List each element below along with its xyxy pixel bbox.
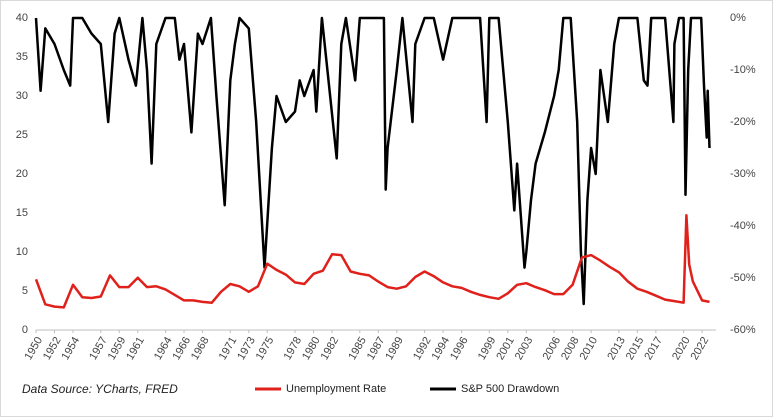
y-tick-label: 40 xyxy=(16,12,28,24)
y-tick-label: 5 xyxy=(22,285,28,297)
y2-tick-label: -50% xyxy=(730,272,756,284)
y2-tick-label: -20% xyxy=(730,116,756,128)
y-tick-label: 0 xyxy=(22,324,28,336)
series-line xyxy=(34,214,710,309)
y2-tick-label: -60% xyxy=(730,324,756,336)
y2-tick-label: 0% xyxy=(730,12,746,24)
y-tick-label: 30 xyxy=(16,90,28,102)
y2-tick-label: -40% xyxy=(730,220,756,232)
y-tick-label: 25 xyxy=(16,129,28,141)
legend-label: S&P 500 Drawdown xyxy=(461,383,559,395)
y-tick-label: 15 xyxy=(16,207,28,219)
source-note: Data Source: YCharts, FRED xyxy=(22,382,178,396)
series-line xyxy=(34,16,711,306)
y2-tick-label: -10% xyxy=(730,64,756,76)
y2-tick-label: -30% xyxy=(730,168,756,180)
y-tick-label: 35 xyxy=(16,51,28,63)
y-tick-label: 20 xyxy=(16,168,28,180)
legend-label: Unemployment Rate xyxy=(286,383,386,395)
y-tick-label: 10 xyxy=(16,246,28,258)
